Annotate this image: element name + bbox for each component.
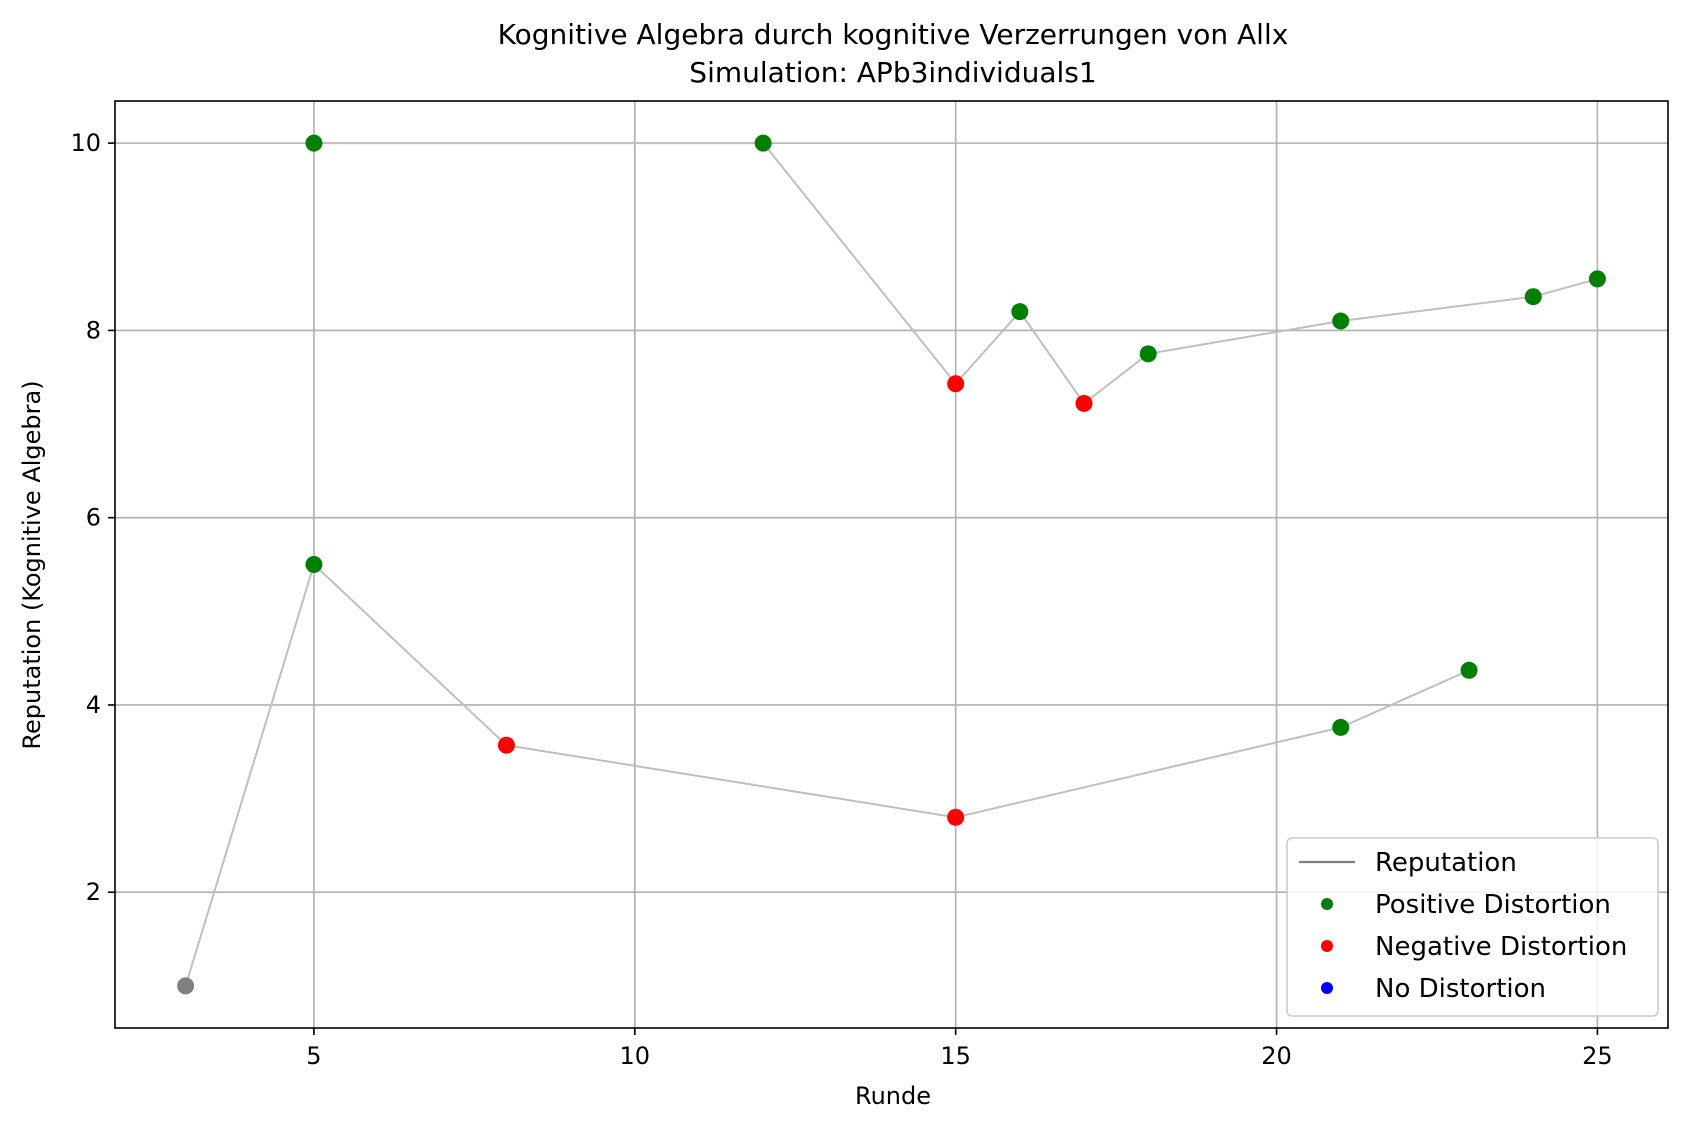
legend-marker-swatch — [1321, 940, 1333, 952]
data-point — [754, 134, 772, 152]
data-point — [497, 736, 515, 754]
data-point — [177, 977, 195, 995]
data-points — [177, 134, 1606, 995]
x-tick-label: 20 — [1261, 1042, 1292, 1070]
y-axis-label: Reputation (Kognitive Algebra) — [18, 380, 46, 749]
data-point — [947, 808, 965, 826]
y-tick-label: 4 — [86, 691, 101, 719]
y-tick-label: 2 — [86, 878, 101, 906]
data-point — [947, 375, 965, 393]
legend-label: Negative Distortion — [1375, 932, 1627, 962]
legend-marker-swatch — [1321, 898, 1333, 910]
chart-title: Kognitive Algebra durch kognitive Verzer… — [498, 18, 1289, 51]
data-point — [1332, 312, 1350, 330]
x-tick-label: 10 — [620, 1042, 651, 1070]
grid-layer — [115, 101, 1668, 1028]
legend-label: Positive Distortion — [1375, 890, 1611, 920]
data-point — [1139, 345, 1157, 363]
data-point — [1460, 661, 1478, 679]
reputation-line — [184, 562, 1470, 987]
y-tick-label: 10 — [70, 129, 101, 157]
legend-label: Reputation — [1375, 848, 1517, 878]
legend: Reputation Positive Distortion Negative Di… — [1286, 837, 1659, 1017]
legend-label: No Distortion — [1375, 974, 1546, 1004]
data-point — [1588, 270, 1606, 288]
y-tick-label: 8 — [86, 316, 101, 344]
data-point — [305, 134, 323, 152]
x-axis-label: Runde — [855, 1082, 931, 1110]
x-tick-label: 25 — [1582, 1042, 1613, 1070]
axis-ticks: 5 10 15 20 25 2 4 6 8 10 — [70, 129, 1612, 1070]
data-point — [1332, 718, 1350, 736]
x-tick-label: 5 — [306, 1042, 321, 1070]
chart-subtitle: Simulation: APb3individuals1 — [689, 56, 1096, 89]
legend-box — [1286, 837, 1659, 1017]
data-point — [1075, 394, 1093, 412]
legend-marker-swatch — [1321, 982, 1333, 994]
data-point — [1011, 303, 1029, 321]
data-point — [305, 556, 323, 573]
x-tick-label: 15 — [940, 1042, 971, 1070]
data-point — [1524, 288, 1542, 306]
plot-frame — [114, 100, 1669, 1029]
y-tick-label: 6 — [86, 504, 101, 532]
